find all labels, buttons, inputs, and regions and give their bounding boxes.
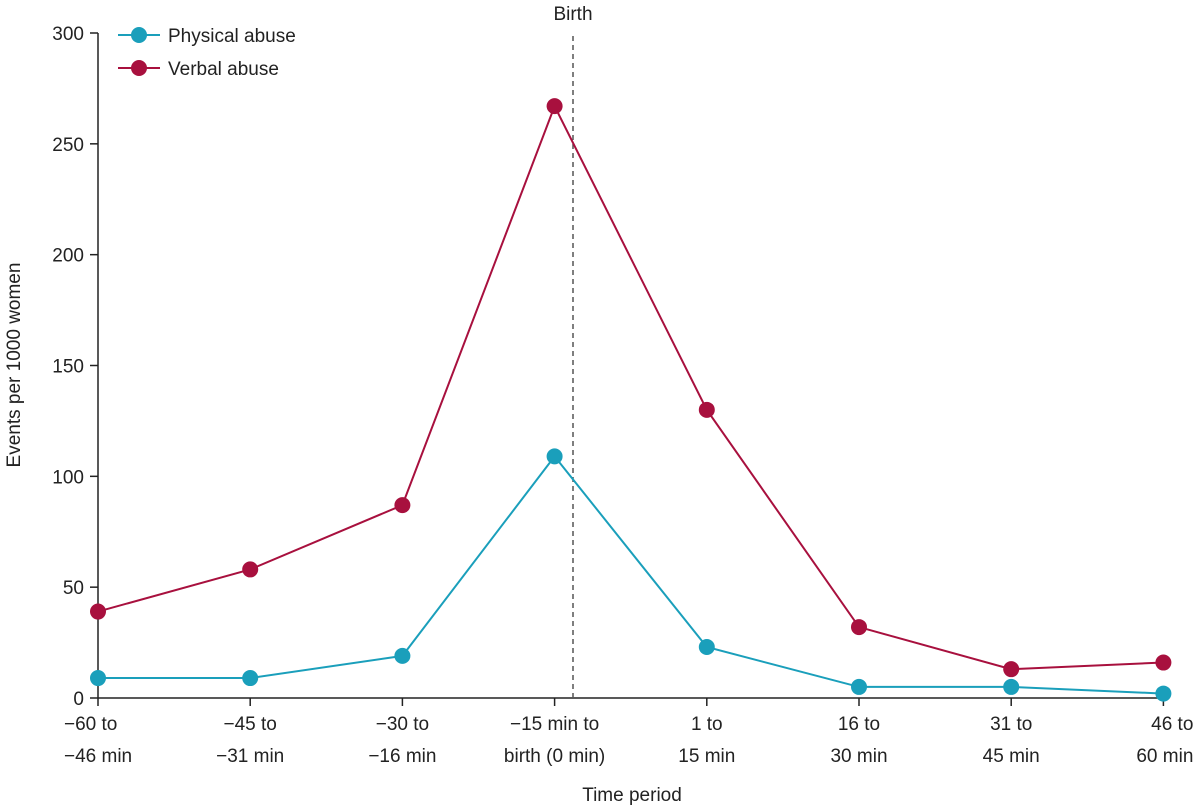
x-tick-label: birth (0 min): [504, 746, 605, 767]
physical-abuse-point: [1003, 678, 1020, 695]
physical-abuse-point: [546, 448, 563, 465]
x-tick-label: −31 min: [216, 746, 284, 767]
physical-abuse-point: [394, 647, 411, 664]
x-tick-label: 16 to: [838, 714, 880, 735]
y-tick-label: 50: [63, 578, 84, 599]
physical-abuse-point: [90, 670, 106, 687]
x-tick-label: 46 to: [1151, 714, 1193, 735]
x-tick-label: 30 min: [830, 746, 887, 767]
x-tick-label: 31 to: [990, 714, 1032, 735]
x-tick-label: 45 min: [983, 746, 1040, 767]
verbal-abuse-point: [394, 497, 411, 514]
legend-physical-abuse-label: Physical abuse: [168, 26, 296, 47]
x-tick-label: 60 min: [1136, 746, 1193, 767]
verbal-abuse-point: [242, 561, 259, 578]
verbal-abuse-point: [1155, 654, 1172, 671]
y-tick-label: 150: [52, 357, 84, 378]
x-tick-label: −30 to: [376, 714, 429, 735]
physical-abuse-point: [1155, 685, 1172, 702]
verbal-abuse-point: [698, 401, 715, 418]
x-tick-label: 1 to: [691, 714, 723, 735]
x-axis-title: Time period: [582, 785, 682, 806]
x-tick-label: −45 to: [224, 714, 277, 735]
legend-physical-abuse-marker: [131, 27, 147, 43]
verbal-abuse-point: [851, 619, 867, 636]
y-tick-label: 300: [52, 24, 84, 45]
x-tick-label: −15 min to: [510, 714, 599, 735]
verbal-abuse-point: [1003, 661, 1020, 678]
y-tick-label: 0: [73, 689, 84, 710]
physical-abuse-line: [98, 454, 1164, 695]
verbal-abuse-point: [546, 98, 563, 115]
physical-abuse-point: [698, 639, 715, 656]
x-tick-label: −46 min: [64, 746, 132, 767]
x-tick-label: 15 min: [678, 746, 735, 767]
x-tick-label: −60 to: [64, 714, 117, 735]
birth-annotation-label: Birth: [553, 4, 592, 25]
y-tick-label: 200: [52, 246, 84, 267]
physical-abuse-point: [851, 678, 867, 695]
y-tick-label: 100: [52, 467, 84, 488]
x-tick-label: −16 min: [368, 746, 436, 767]
verbal-abuse-line: [97, 103, 1164, 671]
y-axis-title: Events per 1000 women: [4, 263, 25, 468]
verbal-abuse-point: [90, 603, 106, 620]
y-tick-label: 250: [52, 135, 84, 156]
physical-abuse-point: [242, 670, 259, 687]
legend-verbal-abuse-marker: [131, 60, 147, 76]
legend-verbal-abuse-label: Verbal abuse: [168, 59, 279, 80]
